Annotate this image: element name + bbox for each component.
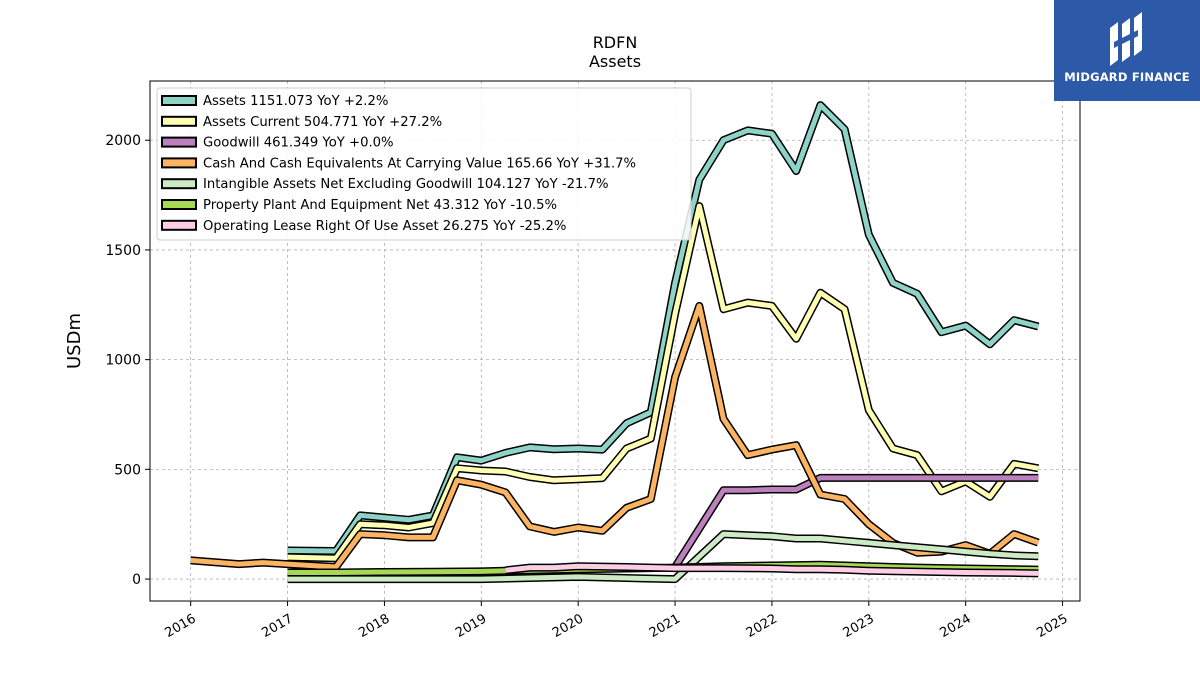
legend-label: Intangible Assets Net Excluding Goodwill… (203, 177, 609, 192)
y-tick-label: 2000 (105, 133, 141, 149)
y-tick-label: 0 (132, 572, 141, 588)
legend-label: Cash And Cash Equivalents At Carrying Va… (203, 156, 636, 171)
series-line-3 (672, 475, 1039, 569)
x-tick-label: 2018 (356, 611, 392, 641)
series-line-7 (505, 563, 1039, 576)
legend-box (156, 87, 692, 241)
y-tick-label: 1500 (105, 243, 141, 259)
legend-swatch (161, 136, 197, 148)
logo-mark-icon (1110, 12, 1142, 66)
x-tick-label: 2023 (841, 611, 877, 641)
chart-title: RDFN (593, 33, 638, 52)
series-line-5 (287, 531, 1039, 582)
legend: Assets 1151.073 YoY +2.2% Assets Current … (156, 87, 692, 241)
y-tick-label: 1000 (105, 353, 141, 369)
legend-label: Assets Current 504.771 YoY +27.2% (203, 115, 442, 130)
y-axis-label: USDm (64, 313, 85, 369)
legend-swatch (161, 199, 197, 210)
y-tick-label: 500 (114, 462, 141, 478)
x-tick-label: 2017 (259, 611, 295, 641)
legend-label: Goodwill 461.349 YoY +0.0% (203, 136, 394, 151)
logo-text: MIDGARD FINANCE (1064, 70, 1190, 84)
midgard-finance-logo: MIDGARD FINANCE (1054, 0, 1200, 101)
legend-label: Property Plant And Equipment Net 43.312 … (203, 198, 557, 213)
x-tick-label: 2016 (163, 611, 199, 641)
legend-swatch (161, 219, 197, 231)
legend-swatch (161, 178, 197, 190)
legend-swatch (161, 115, 197, 127)
x-tick-label: 2020 (550, 611, 586, 641)
x-tick-label: 2021 (647, 611, 683, 641)
legend-swatch (161, 157, 197, 169)
x-tick-label: 2019 (453, 611, 489, 641)
plot-frame (149, 80, 1081, 602)
legend-swatch (161, 95, 197, 106)
legend-label: Assets 1151.073 YoY +2.2% (203, 94, 388, 109)
x-tick-label: 2024 (938, 611, 974, 641)
legend-label: Operating Lease Right Of Use Asset 26.27… (203, 219, 566, 234)
series-line-2 (287, 203, 1039, 561)
x-tick-label: 2025 (1034, 611, 1070, 641)
x-tick-label: 2022 (744, 611, 780, 641)
chart-subtitle: Assets (589, 52, 641, 71)
